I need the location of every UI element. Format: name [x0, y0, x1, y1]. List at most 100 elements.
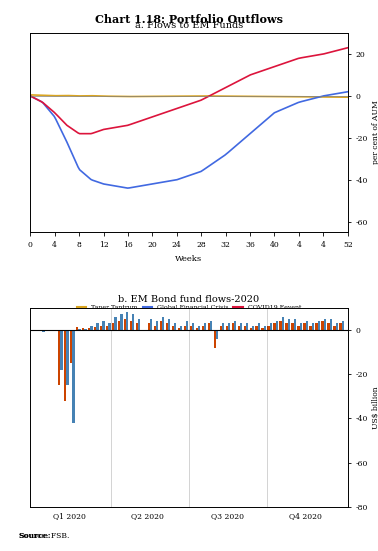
Bar — [282, 317, 284, 330]
Bar — [136, 323, 138, 330]
Bar — [72, 330, 74, 423]
Bar — [108, 323, 110, 330]
Bar — [240, 323, 242, 330]
Bar — [162, 317, 164, 330]
Bar — [297, 326, 300, 330]
Legend: Taper Tantrum, Global Financial Crisis, COVID19 Eevent: Taper Tantrum, Global Financial Crisis, … — [74, 302, 304, 312]
Bar — [208, 323, 210, 330]
Text: Source:: Source: — [19, 532, 51, 540]
Bar — [70, 330, 72, 363]
Bar — [96, 323, 99, 330]
Bar — [114, 317, 116, 330]
Title: b. EM Bond fund flows-2020: b. EM Bond fund flows-2020 — [118, 295, 260, 304]
X-axis label: Weeks: Weeks — [175, 255, 203, 263]
Bar — [64, 330, 66, 401]
Bar — [178, 328, 180, 330]
Bar — [310, 326, 312, 330]
Bar — [262, 328, 264, 330]
Bar — [228, 323, 230, 330]
Bar — [126, 312, 129, 330]
Bar — [174, 323, 177, 330]
Bar — [234, 321, 236, 330]
Bar — [112, 323, 114, 330]
Bar — [336, 323, 338, 330]
Bar — [42, 330, 45, 332]
Bar — [214, 330, 216, 348]
Bar — [190, 326, 192, 330]
Bar — [237, 326, 240, 330]
Bar — [216, 330, 218, 339]
Bar — [201, 326, 204, 330]
Bar — [270, 323, 272, 330]
Title: a. Flows to EM Funds: a. Flows to EM Funds — [135, 20, 243, 30]
Text: Chart 1.18: Portfolio Outflows: Chart 1.18: Portfolio Outflows — [95, 14, 283, 25]
Bar — [150, 319, 152, 330]
Y-axis label: US$ billion: US$ billion — [372, 386, 378, 429]
Bar — [54, 330, 57, 331]
Bar — [256, 326, 258, 330]
Bar — [36, 330, 39, 331]
Bar — [195, 328, 198, 330]
Bar — [60, 330, 63, 370]
Bar — [160, 321, 162, 330]
Bar — [58, 330, 60, 385]
Bar — [252, 326, 254, 330]
Bar — [204, 323, 206, 330]
Bar — [232, 323, 234, 330]
Bar — [324, 319, 326, 330]
Bar — [40, 330, 42, 331]
Bar — [102, 321, 105, 330]
Bar — [258, 323, 260, 330]
Bar — [279, 321, 282, 330]
Bar — [312, 323, 314, 330]
Bar — [148, 323, 150, 330]
Bar — [222, 323, 225, 330]
Bar — [243, 326, 246, 330]
Bar — [192, 323, 194, 330]
Bar — [46, 330, 48, 331]
Bar — [342, 321, 344, 330]
Bar — [180, 326, 183, 330]
Bar — [333, 326, 336, 330]
Text: Source: FSB.: Source: FSB. — [19, 532, 69, 540]
Bar — [94, 327, 96, 330]
Bar — [285, 323, 288, 330]
Bar — [78, 329, 81, 330]
Bar — [124, 319, 126, 330]
Bar — [249, 328, 252, 330]
Bar — [318, 321, 320, 330]
Bar — [138, 319, 141, 330]
Bar — [327, 323, 330, 330]
Bar — [172, 326, 174, 330]
Bar — [304, 323, 306, 330]
Bar — [226, 326, 228, 330]
Bar — [184, 326, 186, 330]
Bar — [130, 321, 132, 330]
Bar — [142, 330, 144, 331]
Bar — [82, 328, 84, 330]
Bar — [84, 329, 87, 330]
Bar — [66, 330, 68, 385]
Bar — [321, 321, 324, 330]
Bar — [132, 315, 135, 330]
Bar — [315, 323, 318, 330]
Bar — [120, 315, 122, 330]
Bar — [210, 321, 212, 330]
Bar — [300, 323, 302, 330]
Bar — [168, 319, 170, 330]
Bar — [246, 323, 248, 330]
Bar — [273, 323, 276, 330]
Bar — [166, 323, 168, 330]
Bar — [288, 319, 290, 330]
Bar — [156, 321, 158, 330]
Bar — [198, 326, 200, 330]
Bar — [186, 321, 188, 330]
Bar — [48, 330, 51, 331]
Bar — [276, 321, 278, 330]
Bar — [291, 323, 294, 330]
Bar — [34, 330, 36, 331]
Bar — [88, 328, 90, 330]
Bar — [268, 326, 270, 330]
Bar — [264, 326, 266, 330]
Legend: Hard Currency, Local Currency: Hard Currency, Local Currency — [99, 549, 247, 551]
